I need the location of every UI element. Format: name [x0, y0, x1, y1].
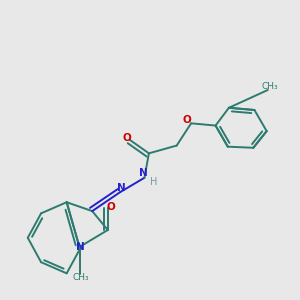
Text: O: O	[107, 202, 116, 212]
Text: N: N	[139, 168, 148, 178]
Text: CH₃: CH₃	[73, 273, 89, 282]
Text: CH₃: CH₃	[262, 82, 278, 91]
Text: N: N	[76, 242, 84, 252]
Text: O: O	[122, 133, 131, 143]
Text: O: O	[182, 115, 191, 125]
Text: N: N	[117, 183, 125, 193]
Text: H: H	[150, 177, 157, 187]
